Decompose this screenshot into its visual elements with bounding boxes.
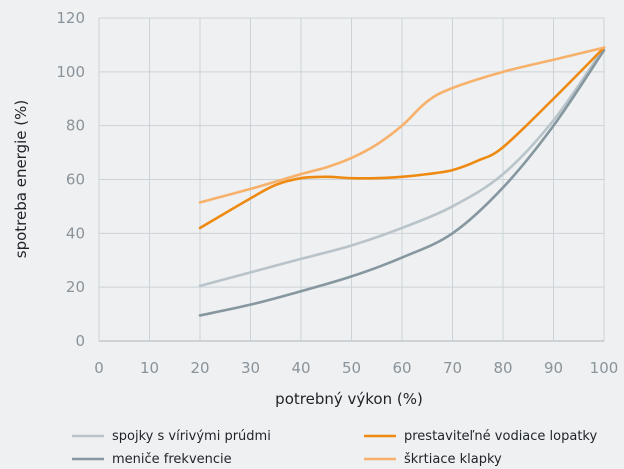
series-line-1 (198, 46, 606, 288)
x-tick-label: 90 (544, 359, 563, 377)
x-axis-label: potrebný výkon (%) (275, 390, 423, 408)
y-tick-label: 0 (75, 332, 85, 350)
tick-labels: 0 10 20 30 40 50 60 70 80 90 100 0 20 40 60 80 100 120 (56, 9, 618, 377)
series-line-3 (198, 46, 606, 230)
legend-label: prestaviteľné vodiace lopatky (404, 429, 597, 444)
series-line-4 (198, 46, 606, 204)
grid (98, 17, 605, 342)
y-tick-label: 20 (66, 278, 85, 296)
series-line-2 (198, 49, 606, 317)
legend-label: meniče frekvencie (112, 452, 232, 467)
legend-label: škrtiace klapky (404, 452, 502, 467)
x-tick-label: 60 (392, 359, 411, 377)
x-tick-label: 10 (140, 359, 159, 377)
x-tick-label: 0 (94, 359, 104, 377)
x-tick-label: 100 (590, 359, 619, 377)
series-layer (198, 46, 606, 317)
x-tick-label: 70 (443, 359, 462, 377)
x-tick-label: 30 (241, 359, 260, 377)
legend-label: spojky s vírivými prúdmi (112, 429, 271, 444)
y-axis-label: spotreba energie (%) (12, 100, 30, 258)
y-tick-label: 40 (66, 224, 85, 242)
x-tick-label: 40 (291, 359, 310, 377)
y-tick-label: 120 (56, 9, 85, 27)
x-tick-label: 50 (342, 359, 361, 377)
x-tick-label: 80 (493, 359, 512, 377)
y-tick-label: 60 (66, 171, 85, 189)
y-tick-label: 80 (66, 117, 85, 135)
legend: spojky s vírivými prúdmi meniče frekvenci… (72, 429, 597, 467)
y-tick-label: 100 (56, 63, 85, 81)
x-tick-label: 20 (190, 359, 209, 377)
